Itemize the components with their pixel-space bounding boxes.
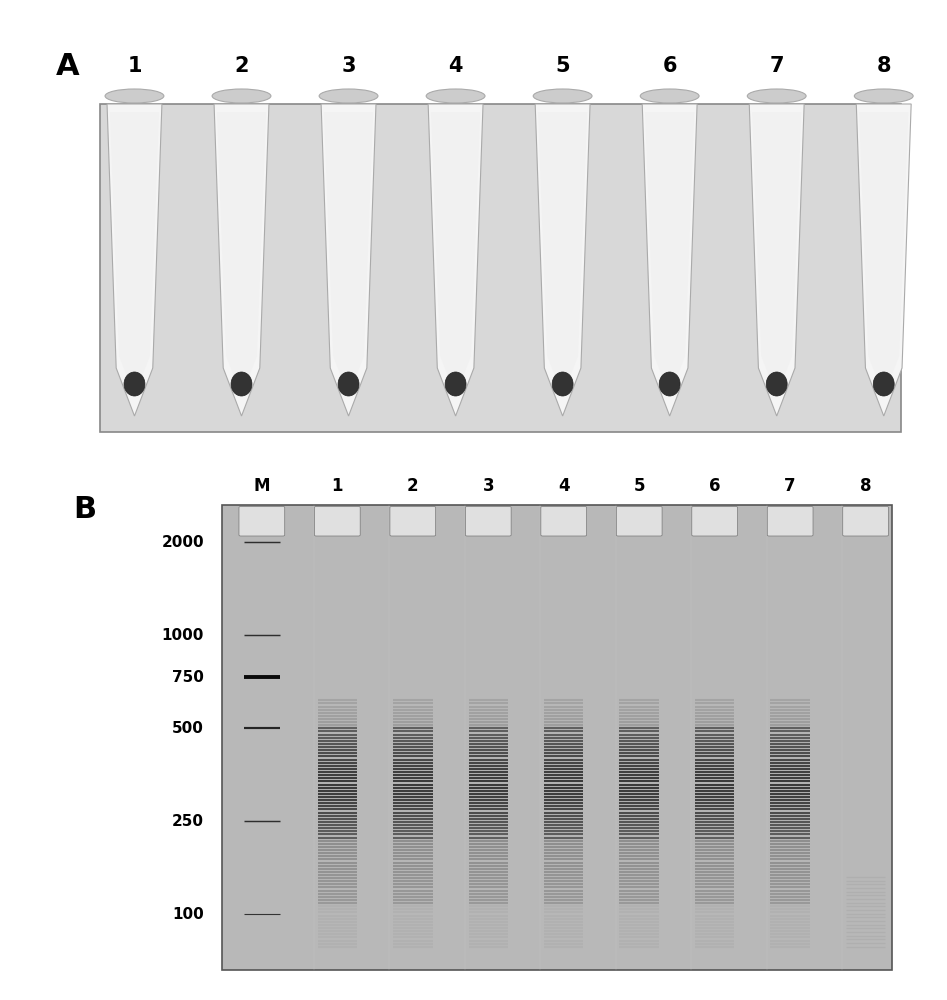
Ellipse shape [445,372,466,396]
Polygon shape [110,112,159,396]
Polygon shape [214,104,269,416]
Polygon shape [428,104,483,416]
Text: 6: 6 [709,477,721,495]
Text: 8: 8 [877,56,891,76]
Ellipse shape [766,372,787,396]
Polygon shape [535,104,590,416]
Text: 2: 2 [234,56,249,76]
Text: 500: 500 [172,721,205,736]
Text: 1000: 1000 [162,628,205,643]
Ellipse shape [426,89,485,103]
Ellipse shape [105,89,164,103]
Ellipse shape [124,372,145,396]
Polygon shape [324,112,373,396]
Text: A: A [56,52,80,81]
Text: 7: 7 [784,477,796,495]
Text: 2000: 2000 [162,535,205,550]
Ellipse shape [659,372,680,396]
FancyBboxPatch shape [692,507,738,536]
Text: 1: 1 [127,56,142,76]
Ellipse shape [338,372,359,396]
Ellipse shape [552,372,573,396]
FancyBboxPatch shape [843,507,888,536]
Ellipse shape [854,89,913,103]
Text: M: M [254,477,270,495]
Polygon shape [217,112,266,396]
Polygon shape [752,112,801,396]
FancyBboxPatch shape [767,507,813,536]
Text: 4: 4 [448,56,463,76]
Ellipse shape [212,89,271,103]
Text: 3: 3 [482,477,494,495]
Text: 6: 6 [662,56,677,76]
Ellipse shape [533,89,592,103]
Text: 100: 100 [172,907,205,922]
Ellipse shape [640,89,699,103]
FancyBboxPatch shape [222,505,892,970]
FancyBboxPatch shape [390,507,436,536]
FancyBboxPatch shape [314,507,360,536]
Text: 3: 3 [341,56,356,76]
Polygon shape [107,104,162,416]
Polygon shape [538,112,587,396]
Polygon shape [645,112,694,396]
Ellipse shape [319,89,378,103]
Polygon shape [431,112,480,396]
Polygon shape [321,104,376,416]
Text: 5: 5 [634,477,645,495]
Polygon shape [859,112,908,396]
Ellipse shape [231,372,252,396]
FancyBboxPatch shape [616,507,662,536]
Text: 750: 750 [172,670,205,685]
Text: 8: 8 [860,477,871,495]
Text: 4: 4 [558,477,569,495]
Polygon shape [856,104,911,416]
FancyBboxPatch shape [99,104,902,432]
Text: 2: 2 [407,477,419,495]
Polygon shape [642,104,697,416]
Polygon shape [749,104,804,416]
Text: 5: 5 [555,56,570,76]
Text: 250: 250 [172,814,205,829]
Ellipse shape [873,372,894,396]
Text: 7: 7 [770,56,784,76]
FancyBboxPatch shape [465,507,511,536]
Ellipse shape [747,89,806,103]
Text: 1: 1 [331,477,343,495]
FancyBboxPatch shape [541,507,586,536]
Text: B: B [74,495,97,524]
FancyBboxPatch shape [239,507,285,536]
